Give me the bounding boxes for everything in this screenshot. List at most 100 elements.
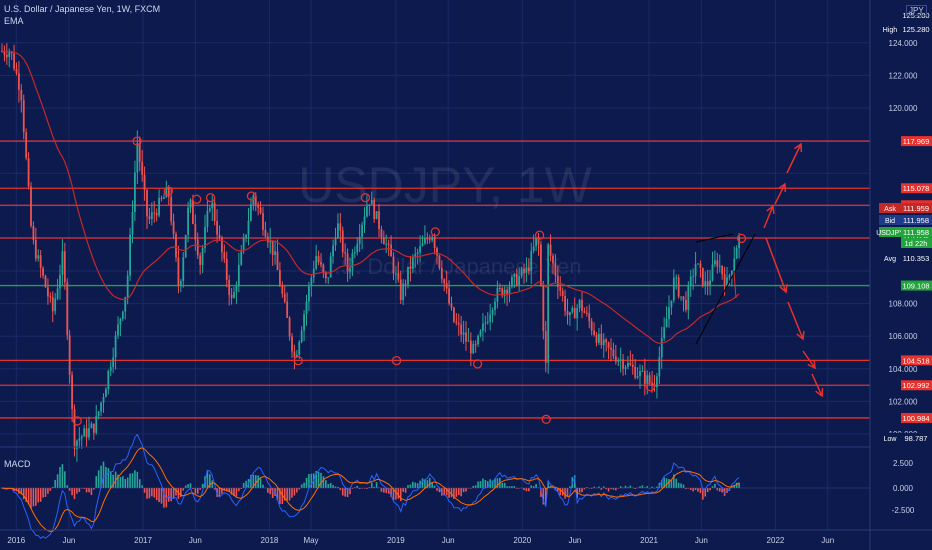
- candle-body: [583, 310, 586, 313]
- level-price-tag-value-box: [901, 380, 932, 391]
- macd-histogram-bar: [146, 488, 148, 499]
- time-tick: Jun: [695, 536, 708, 545]
- candle-body: [421, 243, 424, 247]
- candle-body: [453, 307, 455, 322]
- time-tick: 2020: [513, 536, 531, 545]
- macd-histogram-bar: [474, 485, 477, 488]
- candle-body: [617, 359, 620, 362]
- candle-body: [18, 73, 20, 90]
- candle-body: [5, 54, 8, 58]
- candle-body: [474, 344, 477, 346]
- candle-body: [457, 323, 460, 325]
- macd-histogram-bar: [196, 488, 199, 494]
- macd-histogram-bar: [419, 480, 421, 488]
- candle-body: [416, 252, 419, 255]
- candle-body: [448, 288, 450, 304]
- macd-histogram-bar: [71, 488, 73, 496]
- candle-body: [428, 239, 431, 241]
- macd-histogram-bar: [663, 477, 665, 488]
- macd-histogram-bar: [262, 484, 264, 488]
- candle-body: [711, 264, 714, 281]
- macd-histogram-bar: [455, 488, 458, 497]
- arrow-line: [733, 271, 737, 299]
- macd-histogram-bar: [673, 474, 675, 488]
- macd-histogram-bar: [600, 488, 603, 490]
- macd-histogram-bar: [677, 482, 680, 488]
- candle-body: [3, 51, 6, 55]
- macd-histogram-bar: [305, 477, 308, 488]
- candle-body: [469, 340, 472, 354]
- swing-markers: [72, 136, 747, 426]
- candle-body: [532, 246, 535, 251]
- candle-body: [639, 370, 641, 377]
- price-tick: 106.000: [889, 332, 918, 341]
- macd-histogram-bar: [32, 488, 35, 507]
- ask-label-tag: [879, 203, 901, 213]
- arrow-head: [796, 330, 805, 341]
- low-label: Low 98.787: [879, 433, 932, 443]
- candle-body: [677, 277, 680, 297]
- candle-body: [39, 255, 42, 268]
- macd-histogram-bar: [250, 474, 252, 488]
- candle-body: [656, 376, 658, 388]
- candle-body: [472, 344, 475, 354]
- candle-body: [552, 255, 554, 264]
- macd-histogram-bar: [88, 488, 90, 493]
- macd-histogram-bar: [436, 488, 438, 491]
- arrow-head: [807, 359, 816, 370]
- candle-body: [179, 281, 182, 286]
- macd-histogram-bar: [605, 488, 607, 490]
- macd-histogram-bar: [525, 488, 528, 492]
- candle-body: [554, 263, 557, 276]
- macd-histogram-bar: [259, 478, 262, 488]
- candle-body: [32, 225, 35, 240]
- candle-body: [380, 229, 383, 238]
- candle-body: [694, 264, 697, 277]
- candle-body: [385, 243, 388, 245]
- macd-histogram-bar: [448, 488, 450, 498]
- candle-body: [735, 247, 738, 259]
- candle-body: [153, 212, 156, 214]
- macd-histogram-bar: [491, 480, 494, 488]
- candle-body: [37, 255, 40, 259]
- macd-histogram-bar: [718, 488, 721, 492]
- macd-histogram-bar: [122, 476, 124, 488]
- macd-histogram-bar: [341, 488, 344, 496]
- candle-body: [204, 226, 206, 248]
- candle-body: [411, 256, 414, 269]
- candle-body: [482, 323, 484, 331]
- macd-histogram-bar: [153, 488, 156, 498]
- candle-body: [298, 341, 301, 355]
- candle-body: [402, 283, 405, 301]
- macd-histogram-bar: [209, 474, 211, 488]
- macd-histogram-bar: [189, 483, 192, 488]
- macd-histogram-bar: [702, 488, 704, 500]
- macd-histogram-bar: [206, 470, 209, 488]
- candle-body: [250, 204, 252, 221]
- candle-body: [631, 364, 634, 367]
- macd-histogram-bar: [254, 475, 257, 488]
- candle-body: [660, 337, 663, 358]
- candle-body: [433, 236, 436, 249]
- high-label-value-box: [901, 24, 932, 34]
- macd-histogram-bar: [228, 488, 230, 492]
- macd-histogram-bar: [457, 488, 460, 496]
- level-price-tag-value-box: [901, 183, 932, 194]
- candle-body: [578, 300, 581, 308]
- candle-body: [363, 216, 366, 225]
- macd-histogram-bar: [735, 482, 738, 488]
- candle-body: [293, 351, 296, 357]
- candle-body: [479, 330, 482, 336]
- macd-histogram-bar: [349, 488, 351, 495]
- macd-histogram-bar: [564, 488, 566, 499]
- macd-histogram-bar: [675, 478, 678, 488]
- macd-histogram-bar: [184, 485, 187, 488]
- candle-body: [310, 277, 313, 287]
- candle-body: [699, 263, 702, 268]
- swing-marker: [430, 227, 440, 237]
- macd-histogram-bar: [245, 480, 247, 488]
- candle-body: [148, 216, 151, 219]
- candle-body: [286, 301, 289, 318]
- macd-histogram-bar: [322, 476, 325, 488]
